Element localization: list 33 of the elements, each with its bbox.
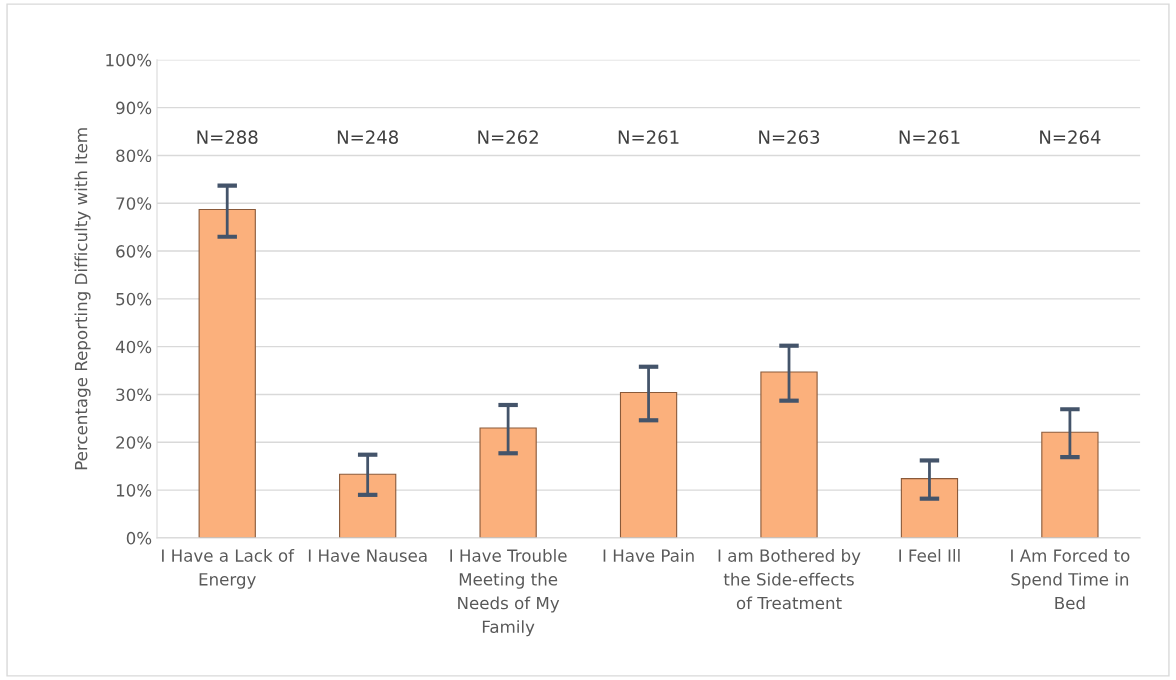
x-tick-label: I Have Nausea [308,549,427,562]
y-tick-label: 20% [116,436,152,449]
x-tick-label: I Have Trouble Meeting the Needs of My Family [450,548,567,637]
y-tick-label: 10% [116,484,152,497]
y-tick-label: 40% [115,340,152,354]
bar [900,478,959,538]
annotation: N=261 [618,130,679,144]
x-tick-label: I Have a Lack of Energy [162,548,295,589]
y-tick-label: 0% [126,531,152,545]
annotation: N=261 [899,130,960,144]
y-axis-title: Percentage Reporting Difficulty with Item [74,128,91,470]
bar [1041,431,1099,538]
x-tick-label: I Have Pain [603,548,694,562]
bar [339,473,397,538]
annotation: N=263 [759,130,820,144]
bar [760,371,818,538]
bar [619,392,678,538]
annotation: N=288 [197,130,258,144]
annotation: N=264 [1040,130,1101,144]
x-tick-label: I Feel Ill [899,548,960,562]
x-tick-label: I Am Forced to Spend Time in Bed [1011,548,1130,610]
y-tick-label: 70% [116,197,152,210]
annotation: N=248 [337,130,398,144]
x-tick-label: I am Bothered by the Side-effects of Treatment [718,548,861,610]
annotation: N=262 [478,130,538,144]
bar [198,208,256,538]
y-tick-label: 80% [116,149,152,163]
y-tick-label: 60% [116,245,152,258]
y-tick-label: 100% [106,53,152,67]
y-tick-label: 50% [116,292,152,306]
y-tick-label: 90% [116,101,152,115]
y-tick-label: 30% [116,388,152,402]
bar [479,427,537,538]
